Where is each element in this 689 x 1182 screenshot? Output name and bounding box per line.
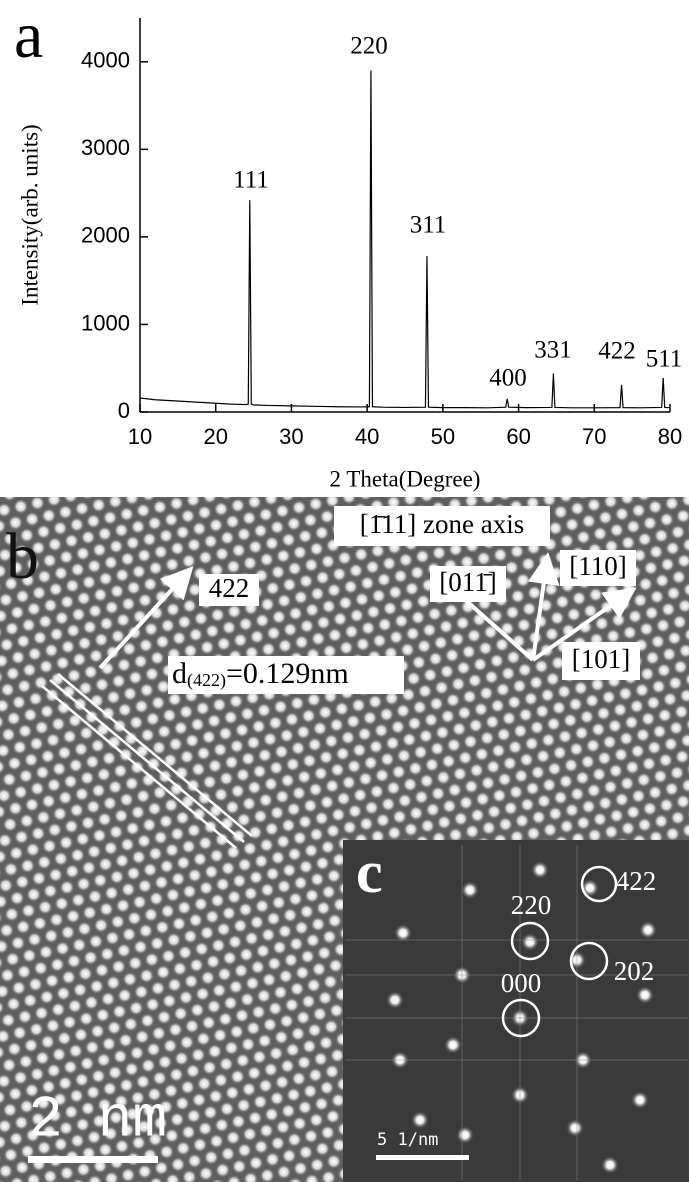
d-subscript: (422) <box>187 670 226 691</box>
fft-spot <box>636 986 654 1004</box>
scale-bar-label: 2 nm <box>28 1088 167 1153</box>
panel-c: c 220 422 000 202 5 1/nm <box>343 839 689 1182</box>
d-value: =0.129nm <box>226 657 349 690</box>
x-tick-label: 50 <box>431 424 455 449</box>
panel-label: a <box>14 0 43 72</box>
y-tick-label: 2000 <box>81 223 130 248</box>
x-tick-label: 40 <box>355 424 379 449</box>
spot-circles <box>501 865 618 1038</box>
peak-label: 400 <box>489 365 527 392</box>
y-tick-label: 1000 <box>81 310 130 335</box>
direction-label: [101] <box>572 644 630 674</box>
fft-spot <box>456 1126 474 1144</box>
arrow <box>98 566 194 670</box>
label-box <box>562 642 640 680</box>
plane-label: 422 <box>209 573 250 603</box>
x-tick-label: 20 <box>203 424 227 449</box>
spot-label: 422 <box>616 866 657 896</box>
peak-label: 111 <box>233 167 269 194</box>
peak-label: 311 <box>410 212 447 239</box>
fft-spot <box>521 933 539 951</box>
label-box <box>560 550 636 586</box>
fft-spot <box>411 1111 429 1129</box>
fft-spot <box>461 881 479 899</box>
spot-label: 220 <box>511 890 552 920</box>
x-tick-label: 30 <box>279 424 303 449</box>
fft-spots <box>345 845 688 1180</box>
label-box <box>168 656 404 694</box>
peak-label: 220 <box>350 33 388 60</box>
scale-bar <box>28 1156 158 1163</box>
panel-label: c <box>356 839 383 905</box>
fft-spot <box>531 861 549 879</box>
x-axis-label: 2 Theta(Degree) <box>330 466 481 491</box>
label-box <box>430 566 506 602</box>
xrd-chart: a 2 Theta(Degree) Intensity(arb. units) … <box>14 0 682 491</box>
label-box <box>334 506 550 546</box>
x-tick-label: 10 <box>128 424 152 449</box>
scale-bar-label: 5 1/nm <box>377 1130 438 1150</box>
fft-spot <box>444 1036 462 1054</box>
x-tick-label: 60 <box>506 424 530 449</box>
direction-label: [110] <box>569 551 626 581</box>
x-tick-label: 80 <box>658 424 682 449</box>
xrd-line <box>139 70 671 409</box>
fft-spot <box>631 1091 649 1109</box>
label-box <box>199 574 259 606</box>
peak-label: 422 <box>598 338 636 365</box>
lattice-fringe-lines <box>41 673 253 849</box>
scale-bar <box>376 1155 469 1160</box>
y-tick-label: 3000 <box>81 135 130 160</box>
spot-label: 202 <box>614 956 655 986</box>
peak-label: 511 <box>646 346 683 373</box>
fft-spot <box>601 1156 619 1174</box>
panel-label: b <box>6 520 39 593</box>
d-symbol: d <box>172 657 187 690</box>
spot-label: 000 <box>501 968 542 998</box>
direction-label: [011̄] <box>439 567 496 597</box>
fft-spot <box>394 924 412 942</box>
fft-spot <box>639 921 657 939</box>
d-spacing: d(422)=0.129nm <box>172 657 349 691</box>
zone-axis: [1̄11] zone axis <box>360 509 524 539</box>
peak-label: 331 <box>534 337 572 364</box>
fft-spot <box>566 1119 584 1137</box>
y-tick-label: 4000 <box>81 48 130 73</box>
fft-spot <box>386 991 404 1009</box>
y-tick-label: 0 <box>118 398 130 423</box>
y-axis-label: Intensity(arb. units) <box>17 124 42 305</box>
x-tick-label: 70 <box>582 424 606 449</box>
